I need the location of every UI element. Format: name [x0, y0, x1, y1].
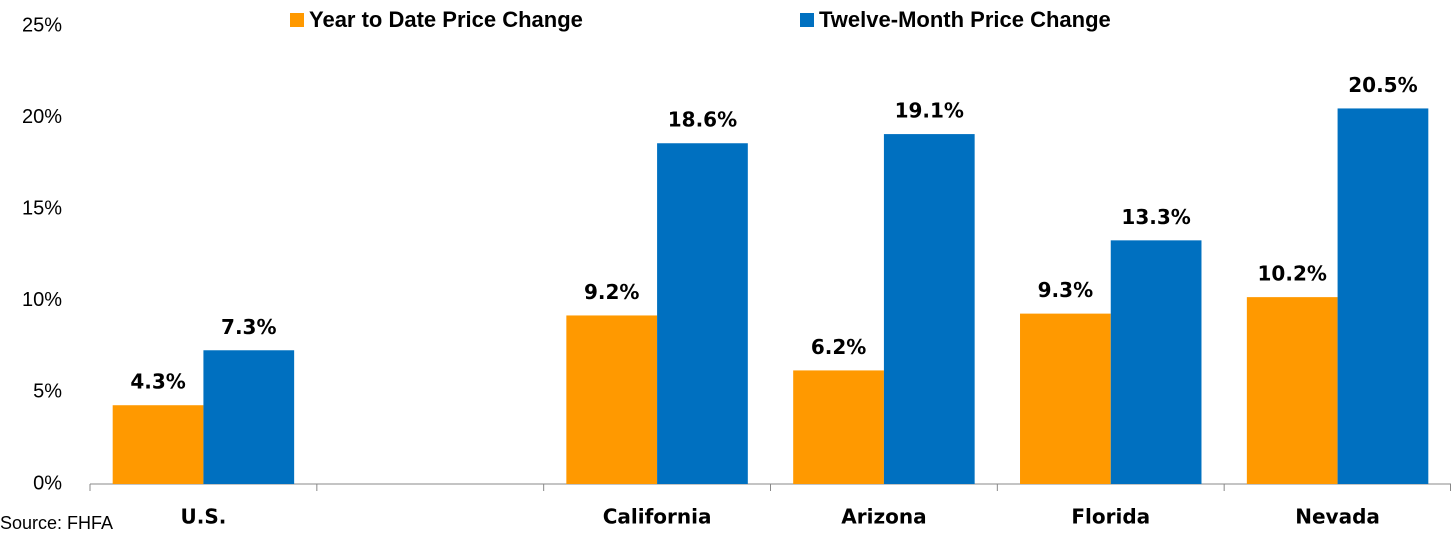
- bar: [793, 370, 884, 484]
- legend-swatch: [290, 13, 304, 27]
- bar: [1246, 297, 1338, 484]
- data-label: 9.3%: [1038, 278, 1093, 302]
- data-label: 6.2%: [811, 335, 866, 359]
- data-label: 20.5%: [1348, 73, 1417, 97]
- bar: [566, 315, 658, 484]
- y-tick-label: 0%: [33, 472, 62, 494]
- source-note: Source: FHFA: [0, 513, 113, 533]
- bar: [203, 350, 295, 484]
- x-tick-label: Arizona: [841, 505, 926, 529]
- data-label: 9.2%: [584, 280, 639, 304]
- legend-label: Year to Date Price Change: [309, 7, 583, 32]
- data-label: 13.3%: [1121, 205, 1190, 229]
- y-tick-label: 20%: [22, 106, 62, 128]
- y-tick-label: 15%: [22, 197, 62, 219]
- legend-label: Twelve-Month Price Change: [819, 7, 1111, 32]
- y-tick-label: 5%: [33, 381, 62, 403]
- data-label: 18.6%: [668, 108, 737, 132]
- bar: [1337, 108, 1429, 484]
- bar: [657, 143, 748, 485]
- data-label: 10.2%: [1258, 262, 1327, 286]
- data-label: 4.3%: [130, 370, 185, 394]
- x-tick-label: Florida: [1071, 505, 1150, 529]
- legend-swatch: [800, 13, 814, 27]
- x-tick-label: California: [603, 505, 712, 529]
- bar: [1020, 313, 1111, 484]
- x-tick-label: U.S.: [180, 505, 226, 529]
- y-tick-label: 25%: [22, 14, 62, 36]
- bar: [883, 134, 975, 484]
- data-label: 7.3%: [221, 315, 276, 339]
- y-tick-label: 10%: [22, 289, 62, 311]
- bar: [112, 405, 204, 484]
- data-label: 19.1%: [895, 99, 964, 123]
- bar: [1110, 240, 1202, 484]
- x-tick-label: Nevada: [1295, 505, 1380, 529]
